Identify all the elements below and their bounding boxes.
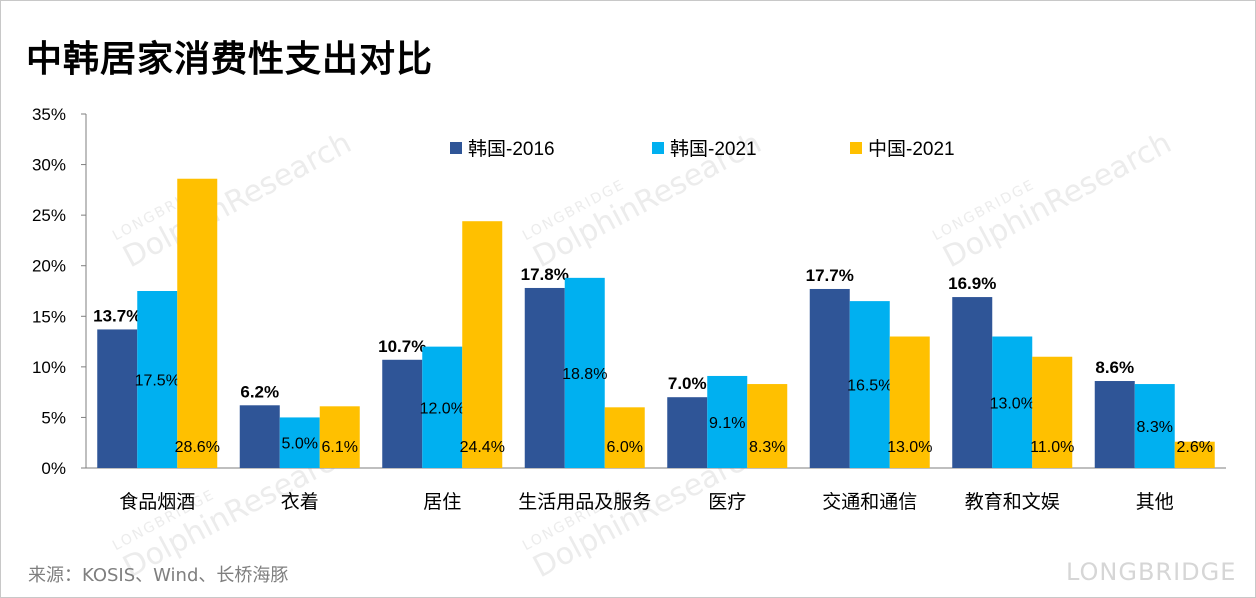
legend-label: 韩国-2016 [468,138,555,160]
data-label: 6.0% [607,439,643,456]
bar [279,417,320,468]
y-tick-label: 20% [32,257,66,276]
y-tick-label: 25% [32,206,66,225]
data-label: 28.6% [175,439,220,456]
bar [747,384,788,468]
bar [667,397,708,468]
bar [889,336,930,468]
legend-swatch [850,142,862,154]
y-tick-label: 30% [32,156,66,175]
bar [382,359,423,468]
chart-title: 中韩居家消费性支出对比 [26,39,434,80]
x-tick-label: 教育和文娱 [965,491,1060,513]
bar [97,329,138,468]
data-label: 16.9% [948,274,996,293]
data-label: 13.0% [887,439,932,456]
data-label: 17.5% [135,373,180,390]
bar [319,406,360,468]
bar [1174,441,1215,468]
bar [177,178,218,468]
bar [992,336,1033,468]
y-tick-label: 35% [32,105,66,124]
data-label: 8.6% [1095,358,1134,377]
y-tick-label: 5% [41,408,66,427]
data-label: 16.5% [847,378,892,395]
data-label: 10.7% [378,337,426,356]
brand-logo: LONGBRIDGE [1066,558,1237,586]
x-tick-label: 衣着 [281,491,319,513]
x-tick-label: 交通和通信 [822,491,917,513]
bar [1134,384,1175,468]
data-label: 6.1% [322,439,358,456]
x-tick-label: 居住 [423,491,461,513]
data-label: 6.2% [240,382,279,401]
y-tick-label: 15% [32,307,66,326]
bar [604,407,645,468]
x-tick-label: 其他 [1136,491,1174,513]
legend-label: 中国-2021 [868,138,955,160]
data-label: 24.4% [460,439,505,456]
legend-swatch [450,142,462,154]
bar [239,405,280,468]
bar [952,297,993,468]
data-label: 8.3% [1137,419,1173,436]
y-tick-label: 10% [32,358,66,377]
data-label: 2.6% [1177,439,1213,456]
x-tick-label: 医疗 [708,491,746,513]
bar [422,346,463,468]
data-label: 13.0% [990,395,1035,412]
data-label: 5.0% [282,436,318,453]
legend-swatch [652,142,664,154]
data-label: 17.7% [806,266,854,285]
bar [707,375,748,468]
bar [1094,381,1135,468]
data-label: 8.3% [749,439,785,456]
data-label: 13.7% [93,306,141,325]
data-label: 9.1% [709,415,745,432]
bar [564,277,605,468]
y-tick-label: 0% [41,459,66,478]
data-label: 17.8% [521,265,569,284]
bar [1032,356,1073,468]
bar [137,291,178,468]
bar [524,287,565,468]
bar [809,288,850,468]
x-tick-label: 食品烟酒 [119,491,195,513]
data-label: 18.8% [562,366,607,383]
data-label: 7.0% [668,374,707,393]
x-tick-label: 生活用品及服务 [518,491,651,513]
bar [462,221,503,468]
source-note: 来源：KOSIS、Wind、长桥海豚 [28,565,289,586]
data-label: 12.0% [420,400,465,417]
legend-label: 韩国-2021 [670,138,757,160]
bar [849,301,890,468]
data-label: 11.0% [1030,439,1074,456]
